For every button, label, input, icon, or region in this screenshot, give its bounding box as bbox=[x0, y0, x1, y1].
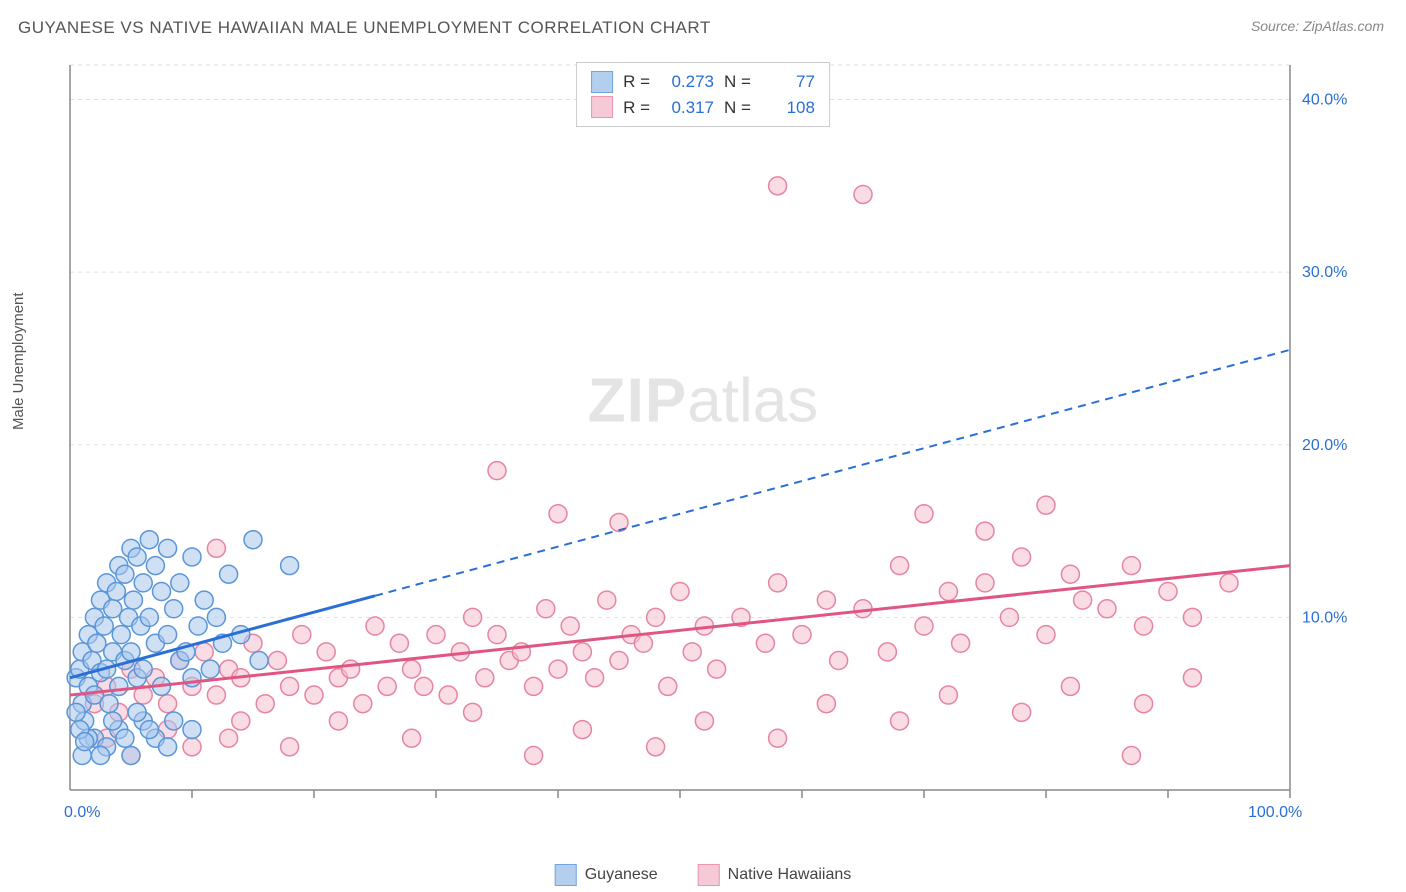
chart-container: GUYANESE VS NATIVE HAWAIIAN MALE UNEMPLO… bbox=[0, 0, 1406, 892]
stats-row-guyanese: R = 0.273 N = 77 bbox=[591, 69, 815, 95]
svg-text:40.0%: 40.0% bbox=[1302, 92, 1347, 109]
swatch-hawaiian-icon bbox=[698, 864, 720, 886]
legend: Guyanese Native Hawaiians bbox=[555, 864, 852, 886]
svg-text:10.0%: 10.0% bbox=[1302, 609, 1347, 626]
correlation-stats-box: R = 0.273 N = 77 R = 0.317 N = 108 bbox=[576, 62, 830, 127]
x-axis-origin-label: 0.0% bbox=[64, 804, 100, 822]
legend-item-guyanese: Guyanese bbox=[555, 864, 658, 886]
chart-title: GUYANESE VS NATIVE HAWAIIAN MALE UNEMPLO… bbox=[18, 18, 711, 38]
scatter-plot: 10.0% 20.0% 30.0% 40.0% bbox=[60, 60, 1360, 830]
stats-row-hawaiian: R = 0.317 N = 108 bbox=[591, 95, 815, 121]
source-attribution: Source: ZipAtlas.com bbox=[1251, 18, 1384, 34]
legend-item-hawaiian: Native Hawaiians bbox=[698, 864, 852, 886]
swatch-guyanese bbox=[591, 71, 613, 93]
svg-text:20.0%: 20.0% bbox=[1302, 437, 1347, 454]
svg-text:30.0%: 30.0% bbox=[1302, 264, 1347, 281]
x-axis-max-label: 100.0% bbox=[1248, 804, 1302, 822]
swatch-guyanese-icon bbox=[555, 864, 577, 886]
swatch-hawaiian bbox=[591, 96, 613, 118]
y-axis-label: Male Unemployment bbox=[10, 292, 27, 430]
